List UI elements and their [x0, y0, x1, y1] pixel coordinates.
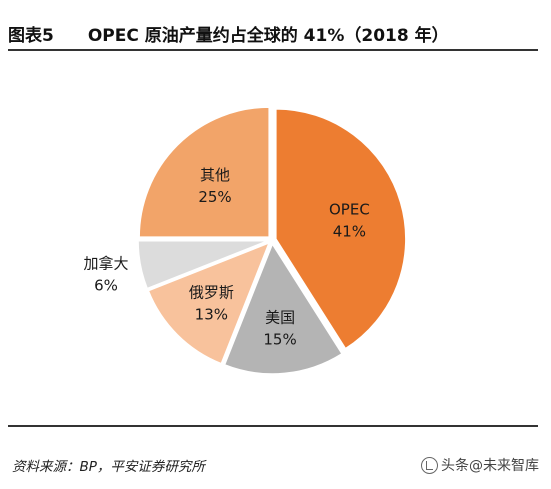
pie-slice-0	[275, 108, 407, 350]
slice-value-label-1: 15%	[263, 330, 296, 348]
toutiao-logo-icon	[421, 456, 438, 474]
slice-value-label-4: 25%	[198, 188, 231, 206]
header-rule	[8, 49, 538, 51]
watermark: 头条@未来智库	[421, 455, 539, 475]
slice-value-label-2: 13%	[195, 306, 228, 324]
slice-label-0: OPEC	[329, 201, 370, 219]
figure-label: 图表5	[8, 25, 54, 46]
figure-header: 图表5 OPEC 原油产量约占全球的 41%（2018 年）	[8, 18, 538, 48]
pie-slice-2	[147, 241, 271, 365]
slice-label-2: 俄罗斯	[189, 284, 234, 302]
slice-value-label-3: 6%	[94, 277, 118, 295]
footer-rule	[8, 425, 538, 427]
pie-slice-4	[138, 106, 270, 238]
chart-title: OPEC 原油产量约占全球的 41%（2018 年）	[87, 25, 449, 46]
source-note: 资料来源：BP，平安证券研究所	[12, 459, 205, 475]
pie-slice-1	[223, 242, 344, 375]
slice-label-3: 加拿大	[83, 255, 128, 273]
slice-label-4: 其他	[200, 166, 230, 184]
slice-label-1: 美国	[265, 308, 295, 326]
slice-value-label-0: 41%	[333, 223, 366, 241]
pie-slice-3	[137, 240, 269, 290]
watermark-text: 头条@未来智库	[441, 458, 539, 474]
